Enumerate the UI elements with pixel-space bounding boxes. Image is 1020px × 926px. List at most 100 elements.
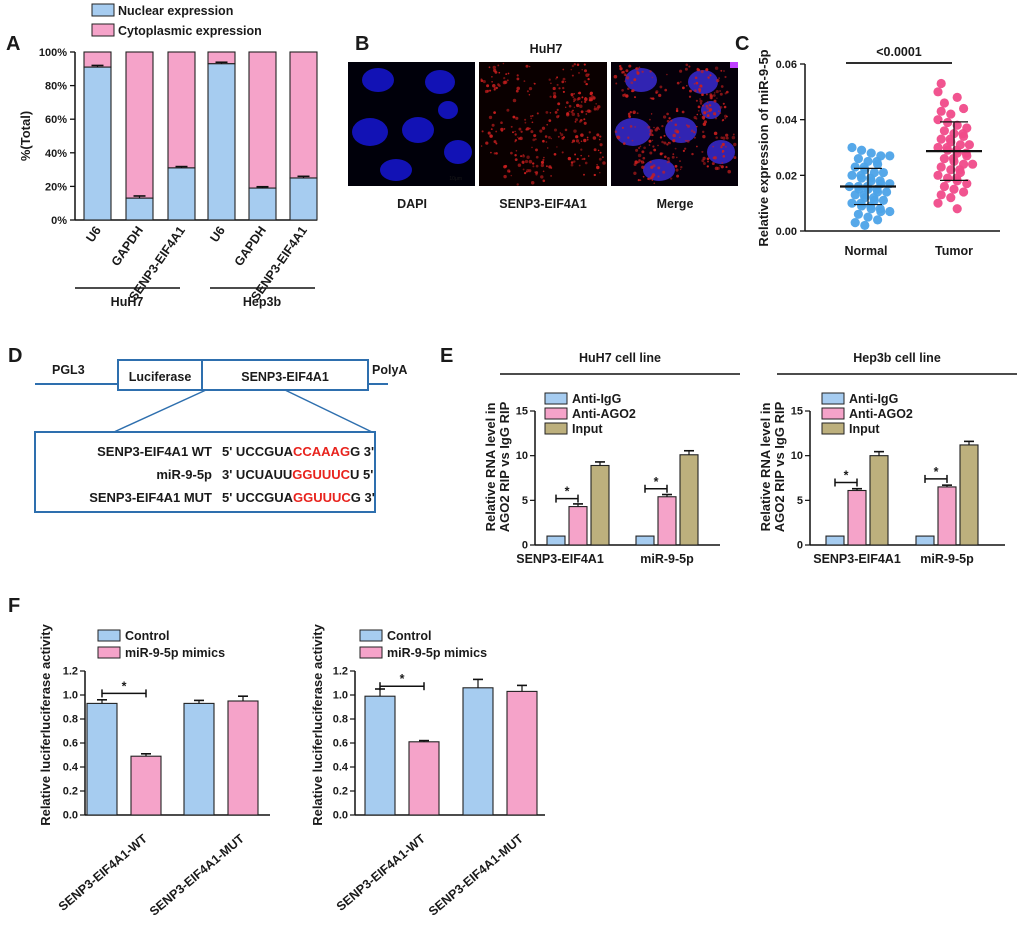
signal-dot xyxy=(720,85,724,88)
signal-dot xyxy=(725,145,727,148)
signal-dot xyxy=(711,162,715,166)
legend-label-nuclear: Nuclear expression xyxy=(118,4,233,18)
signal-dot xyxy=(696,125,698,128)
signal-dot xyxy=(636,70,639,73)
signal-dot xyxy=(699,98,701,100)
signal-dot xyxy=(657,166,661,170)
signal-dot xyxy=(570,92,574,97)
category-label: SENP3-EIF4A1-MUT xyxy=(426,831,526,918)
signal-dot xyxy=(706,101,709,103)
signal-dot xyxy=(542,179,546,183)
signal-dot xyxy=(573,92,576,95)
bar-cytoplasmic xyxy=(167,51,196,169)
signal-dot xyxy=(497,64,500,67)
signal-dot xyxy=(602,161,606,165)
merge-corner xyxy=(730,62,738,68)
signal-dot xyxy=(624,74,627,77)
signal-dot xyxy=(714,117,718,120)
legend-label: Anti-IgG xyxy=(849,392,898,406)
diagram-label-luciferase: Luciferase xyxy=(129,370,192,384)
category-label: SENP3-EIF4A1-MUT xyxy=(147,831,247,918)
signal-dot xyxy=(518,127,522,131)
signal-dot xyxy=(650,176,653,180)
signal-dot xyxy=(627,136,630,139)
signal-dot xyxy=(556,83,559,86)
y-tick-label: 0.6 xyxy=(333,738,348,750)
signal-dot xyxy=(580,110,584,114)
signal-dot xyxy=(528,86,533,91)
signal-dot xyxy=(549,112,552,114)
signal-dot xyxy=(725,166,728,169)
signal-dot xyxy=(649,160,652,163)
legend-swatch xyxy=(544,422,568,435)
signal-dot xyxy=(593,173,596,177)
signal-dot xyxy=(540,160,545,164)
point-tumor xyxy=(946,109,956,119)
signal-dot xyxy=(716,78,720,83)
bar xyxy=(847,489,867,546)
y-tick-label: 0.2 xyxy=(63,786,78,798)
signal-dot xyxy=(522,168,525,171)
bar-nuclear xyxy=(167,167,196,221)
signal-dot xyxy=(599,151,602,154)
signal-dot xyxy=(553,152,557,156)
signal-dot xyxy=(642,161,645,164)
signal-dot xyxy=(557,135,560,138)
signal-dot xyxy=(546,123,548,126)
signal-dot xyxy=(508,170,511,173)
signal-dot xyxy=(686,139,690,143)
nucleus xyxy=(352,118,388,146)
signal-dot xyxy=(545,141,548,143)
point-tumor xyxy=(933,170,943,180)
chart-title: Hep3b cell line xyxy=(853,351,941,365)
legend-label: Input xyxy=(572,422,603,436)
bar xyxy=(825,535,845,546)
signal-dot xyxy=(485,141,489,145)
signal-dot xyxy=(657,144,659,147)
signal-dot xyxy=(566,112,570,116)
signal-dot xyxy=(599,135,602,138)
signal-dot xyxy=(524,118,527,121)
signal-dot xyxy=(542,139,545,143)
point-normal xyxy=(885,151,895,161)
signal-dot xyxy=(577,96,581,101)
signal-dot xyxy=(634,126,636,128)
y-tick-label: 10 xyxy=(516,450,528,462)
panel-a-y-tick-label: 0% xyxy=(51,215,67,227)
signal-dot xyxy=(575,139,580,143)
signal-dot xyxy=(520,130,523,133)
signal-dot xyxy=(584,161,588,165)
signal-dot xyxy=(629,125,633,128)
signal-dot xyxy=(553,128,558,132)
panel-a-bars xyxy=(83,51,318,221)
signal-dot xyxy=(588,109,592,113)
signal-dot xyxy=(662,115,667,119)
signal-dot xyxy=(556,115,560,119)
sequence-mir: 3' UCUAUUGGUUUCU 5' xyxy=(222,467,373,482)
y-tick-label: 0.8 xyxy=(63,714,78,726)
panel-a-legend: Nuclear expression Cytoplasmic expressio… xyxy=(91,3,262,38)
signal-dot xyxy=(696,67,699,70)
bar-cytoplasmic xyxy=(289,51,318,179)
signal-dot xyxy=(621,71,624,74)
legend-label: miR-9-5p mimics xyxy=(387,646,487,660)
signal-dot xyxy=(506,108,510,112)
signal-dot xyxy=(706,165,709,168)
signal-dot xyxy=(640,160,643,163)
signal-dot xyxy=(684,67,688,71)
category-label: SENP3-EIF4A1 xyxy=(813,552,901,566)
signal-dot xyxy=(489,134,493,138)
signal-dot xyxy=(666,143,669,146)
point-tumor xyxy=(964,140,975,150)
signal-dot xyxy=(565,101,569,104)
signal-dot xyxy=(724,75,727,79)
signal-dot xyxy=(616,135,621,140)
signal-dot xyxy=(562,90,565,93)
legend-label: Control xyxy=(387,629,431,643)
signal-dot xyxy=(571,74,574,77)
y-tick-label: 1.2 xyxy=(333,666,348,678)
signal-dot xyxy=(515,116,519,120)
signal-dot xyxy=(615,82,618,85)
signal-dot xyxy=(714,66,719,70)
